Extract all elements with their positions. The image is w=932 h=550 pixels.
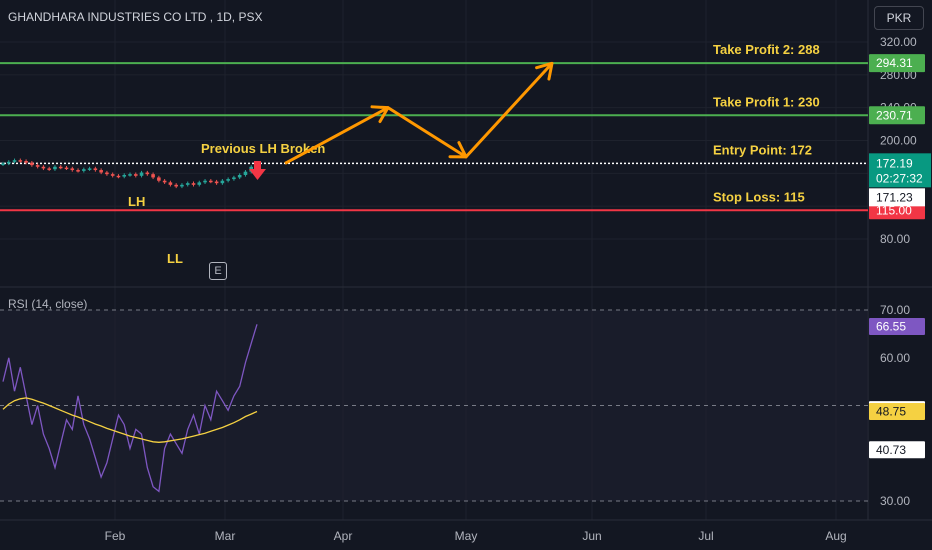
candle-body (93, 168, 98, 171)
price-tick-label: 80.00 (880, 232, 910, 246)
candle-body (47, 168, 51, 170)
level-value-tag-bg (869, 106, 925, 125)
rsi-tick-label: 70.00 (880, 303, 910, 317)
time-tick-label: Aug (825, 529, 846, 543)
candle-body (185, 183, 190, 185)
rsi-value-tag: 40.73 (876, 443, 906, 457)
candle-body (191, 183, 196, 185)
candle-body (58, 166, 63, 169)
projection-arrow-head (370, 105, 390, 124)
down-arrow-head (249, 169, 266, 180)
candle-body (197, 182, 202, 185)
level-value-tag: 115.00 (876, 203, 912, 217)
candle-body (24, 161, 28, 163)
candle-body (1, 163, 5, 165)
rsi-tick-label: 60.00 (880, 351, 910, 365)
time-tick-label: Feb (105, 529, 126, 543)
time-tick-label: Jul (698, 529, 713, 543)
candle-body (30, 162, 34, 166)
candle-body (6, 161, 11, 164)
rsi-value-tag-bg (869, 402, 925, 420)
candle-body (226, 179, 230, 181)
level-label: Take Profit 1: 230 (713, 94, 820, 109)
time-tick-label: Mar (215, 529, 236, 543)
candle-body (12, 160, 17, 162)
candle-body (237, 174, 242, 178)
rsi-value-tag: 66.55 (876, 319, 906, 333)
candle-body (18, 160, 23, 162)
rsi-value-tag-bg (869, 317, 925, 335)
annotation-ll: LL (167, 251, 183, 266)
annotation-lh: LH (128, 194, 145, 209)
candle-body (209, 180, 213, 183)
candle-body (70, 168, 75, 171)
candle-body (220, 180, 225, 184)
countdown-tag: 02:27:32 (876, 171, 923, 185)
level-label: Take Profit 2: 288 (713, 42, 820, 57)
rsi-line (2, 324, 258, 493)
candle-body (180, 184, 184, 187)
currency-button[interactable]: PKR (874, 6, 924, 30)
level-label: Entry Point: 172 (713, 142, 812, 157)
time-tick-label: May (455, 529, 478, 543)
level-label: Stop Loss: 115 (713, 189, 805, 204)
rsi-value-tag: 48.75 (876, 404, 906, 418)
candle-body (64, 167, 69, 170)
candle-body (87, 168, 92, 170)
candle-body (41, 166, 46, 169)
candle-body (110, 174, 115, 176)
candle-body (214, 181, 219, 184)
candle-body (145, 172, 150, 175)
candle-body (82, 169, 86, 171)
candle-body (116, 175, 121, 178)
candle-body (162, 180, 167, 183)
candle-body (76, 170, 80, 172)
candle-body (174, 184, 178, 187)
time-tick-label: Apr (334, 529, 353, 543)
earnings-badge[interactable]: E (209, 262, 227, 280)
candle-body (203, 180, 207, 183)
secondary-price-tag-bg (869, 188, 925, 207)
time-tick-label: Jun (582, 529, 601, 543)
candle-body (99, 170, 103, 173)
rsi-tick-label: 30.00 (880, 494, 910, 508)
candle-body (232, 177, 236, 180)
rsi-value-tag-bg (869, 441, 925, 459)
price-tick-label: 200.00 (880, 134, 917, 148)
projection-arrow-head (535, 61, 554, 81)
candle-body (168, 182, 173, 185)
level-value-tag-bg (869, 54, 925, 73)
level-value-tag: 294.31 (876, 56, 913, 70)
symbol-title: GHANDHARA INDUSTRIES CO LTD , 1D, PSX (8, 10, 263, 24)
candle-body (243, 171, 248, 175)
candle-body (122, 174, 127, 177)
last-price-tag: 172.19 (876, 156, 913, 170)
projection-path (284, 62, 554, 165)
candle-body (105, 172, 109, 175)
annotation-previous-lh-broken: Previous LH Broken (201, 141, 325, 156)
candle-body (133, 174, 138, 176)
candle-body (139, 172, 144, 176)
candle-body (35, 165, 40, 167)
candle-body (157, 177, 161, 181)
projection-arrow-head (448, 141, 468, 159)
level-value-tag: 230.71 (876, 108, 913, 122)
candle-body (151, 174, 155, 178)
price-tick-label: 320.00 (880, 35, 917, 49)
secondary-price-tag: 171.23 (876, 190, 913, 204)
rsi-indicator-title[interactable]: RSI (14, close) (8, 297, 88, 311)
candle-body (128, 174, 132, 176)
down-arrow-stem (254, 161, 261, 170)
last-price-tag-bg (869, 153, 931, 188)
rsi-ma-line (2, 397, 258, 443)
candle-body (53, 166, 57, 170)
